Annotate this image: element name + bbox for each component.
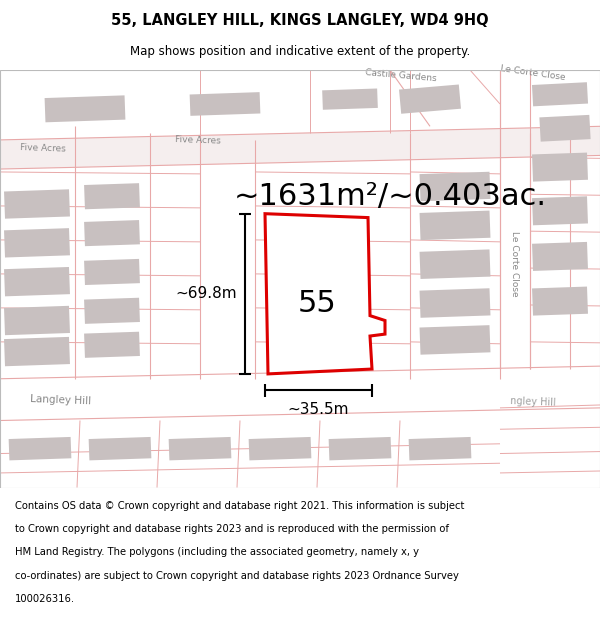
Bar (399, 84, 461, 114)
Text: to Crown copyright and database rights 2023 and is reproduced with the permissio: to Crown copyright and database rights 2… (15, 524, 449, 534)
Bar (84, 332, 140, 358)
Text: Le Corte Close: Le Corte Close (511, 231, 520, 297)
Bar (4, 337, 70, 366)
Text: ~35.5m: ~35.5m (288, 402, 349, 417)
Text: ngley Hill: ngley Hill (510, 396, 556, 408)
Text: 55: 55 (298, 289, 337, 318)
Text: Castile Gardens: Castile Gardens (365, 69, 437, 84)
Text: Five Acres: Five Acres (175, 135, 221, 146)
Bar (84, 298, 140, 324)
Bar (4, 228, 70, 258)
Bar (4, 306, 70, 335)
Bar (539, 115, 590, 142)
Text: 55, LANGLEY HILL, KINGS LANGLEY, WD4 9HQ: 55, LANGLEY HILL, KINGS LANGLEY, WD4 9HQ (111, 12, 489, 28)
Polygon shape (0, 126, 600, 169)
Polygon shape (265, 214, 385, 374)
Bar (532, 152, 588, 182)
Text: HM Land Registry. The polygons (including the associated geometry, namely x, y: HM Land Registry. The polygons (includin… (15, 548, 419, 558)
Bar (532, 196, 588, 225)
Text: Map shows position and indicative extent of the property.: Map shows position and indicative extent… (130, 46, 470, 59)
Bar (419, 288, 490, 318)
Text: ~69.8m: ~69.8m (175, 286, 237, 301)
Bar (4, 189, 70, 219)
Bar (419, 211, 490, 240)
Text: ~1631m²/~0.403ac.: ~1631m²/~0.403ac. (233, 182, 547, 211)
Bar (532, 287, 588, 316)
Bar (419, 249, 490, 279)
Text: Langley Hill: Langley Hill (30, 394, 91, 406)
Text: Le Corte Close: Le Corte Close (500, 64, 566, 82)
Bar (190, 92, 260, 116)
Bar (419, 325, 490, 355)
Text: Contains OS data © Crown copyright and database right 2021. This information is : Contains OS data © Crown copyright and d… (15, 501, 464, 511)
Bar (84, 183, 140, 209)
Bar (84, 220, 140, 246)
Bar (8, 437, 71, 461)
Polygon shape (500, 70, 530, 369)
Text: co-ordinates) are subject to Crown copyright and database rights 2023 Ordnance S: co-ordinates) are subject to Crown copyr… (15, 571, 459, 581)
Bar (329, 437, 391, 461)
Bar (409, 437, 472, 461)
Bar (419, 172, 490, 201)
Bar (89, 437, 151, 461)
Bar (44, 96, 125, 122)
Bar (322, 89, 378, 110)
Bar (4, 267, 70, 296)
Bar (532, 242, 588, 271)
Text: Five Acres: Five Acres (20, 143, 66, 154)
Polygon shape (0, 366, 600, 421)
Bar (248, 437, 311, 461)
Bar (169, 437, 232, 461)
Text: 100026316.: 100026316. (15, 594, 75, 604)
Bar (532, 82, 588, 106)
Bar (84, 259, 140, 285)
